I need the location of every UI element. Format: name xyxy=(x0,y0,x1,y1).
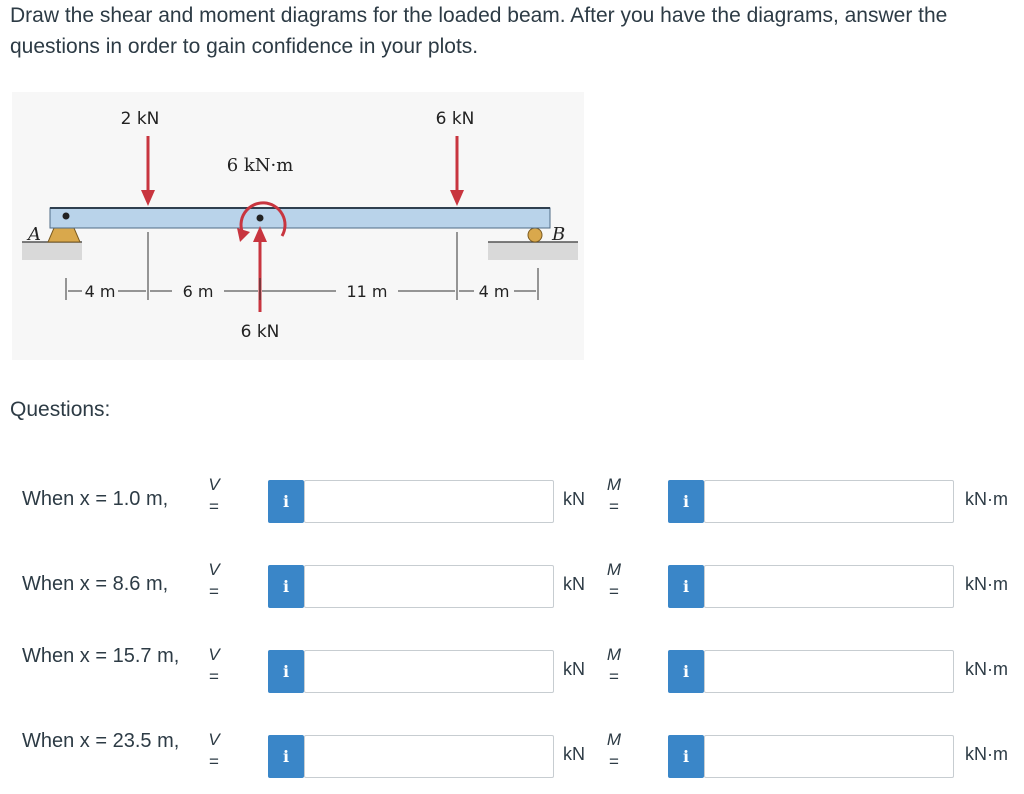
question-label: When x = 8.6 m, xyxy=(22,573,169,595)
question-row: When x = 1.0 m, V = i kN M = i kN·m xyxy=(0,474,1024,534)
support-label-b: B xyxy=(551,224,565,245)
info-button[interactable]: i xyxy=(268,480,304,523)
info-icon: i xyxy=(682,577,690,596)
beam xyxy=(49,207,551,229)
moment-answer-input[interactable] xyxy=(704,480,954,523)
moment-answer-input[interactable] xyxy=(704,650,954,693)
question-label: When x = 1.0 m, xyxy=(22,488,169,510)
beam-figure: 2 kN 6 kN 6 kN·m 6 kN A B 4 m 6 m 11 m 4… xyxy=(12,92,584,360)
info-button[interactable]: i xyxy=(668,565,704,608)
moment-answer-input[interactable] xyxy=(704,565,954,608)
load-label-left: 2 kN xyxy=(121,109,160,129)
shear-unit-label: kN xyxy=(563,574,585,594)
ground-right xyxy=(488,242,578,260)
info-icon: i xyxy=(282,492,290,511)
load-label-right: 6 kN xyxy=(436,109,475,129)
info-button[interactable]: i xyxy=(668,480,704,523)
pin-support-a xyxy=(47,227,81,243)
questions-heading: Questions: xyxy=(10,398,111,421)
couple-label: 6 kN·m xyxy=(227,155,294,176)
support-label-a: A xyxy=(26,224,41,245)
shear-symbol: V = xyxy=(208,730,220,771)
moment-symbol: M = xyxy=(606,475,622,516)
info-icon: i xyxy=(682,747,690,766)
shear-answer-input[interactable] xyxy=(304,565,554,608)
question-row: When x = 15.7 m, V = i kN M = i kN·m xyxy=(0,644,1024,704)
info-button[interactable]: i xyxy=(668,650,704,693)
dimension-label: 6 m xyxy=(183,282,214,301)
problem-instructions: Draw the shear and moment diagrams for t… xyxy=(10,4,948,58)
moment-unit-label: kN·m xyxy=(965,489,1008,509)
shear-unit-label: kN xyxy=(563,489,585,509)
shear-answer-input[interactable] xyxy=(304,735,554,778)
question-label: When x = 15.7 m, xyxy=(22,645,180,667)
moment-unit-label: kN·m xyxy=(965,574,1008,594)
shear-symbol: V = xyxy=(208,560,220,601)
moment-symbol: M = xyxy=(606,560,622,601)
info-icon: i xyxy=(682,492,690,511)
moment-unit-label: kN·m xyxy=(965,659,1008,679)
dimension-label: 11 m xyxy=(346,282,387,301)
info-icon: i xyxy=(282,577,290,596)
info-icon: i xyxy=(282,747,290,766)
shear-unit-label: kN xyxy=(563,744,585,764)
question-row: When x = 8.6 m, V = i kN M = i kN·m xyxy=(0,559,1024,619)
moment-symbol: M = xyxy=(606,645,622,686)
moment-symbol: M = xyxy=(606,730,622,771)
ground-left xyxy=(22,242,82,260)
dimension-label: 4 m xyxy=(479,282,510,301)
roller-support-b xyxy=(527,227,543,243)
shear-unit-label: kN xyxy=(563,659,585,679)
info-icon: i xyxy=(682,662,690,681)
info-button[interactable]: i xyxy=(268,565,304,608)
info-button[interactable]: i xyxy=(268,735,304,778)
couple-arc xyxy=(239,201,287,237)
moment-answer-input[interactable] xyxy=(704,735,954,778)
info-button[interactable]: i xyxy=(268,650,304,693)
shear-answer-input[interactable] xyxy=(304,650,554,693)
moment-unit-label: kN·m xyxy=(965,744,1008,764)
shear-symbol: V = xyxy=(208,645,220,686)
info-button[interactable]: i xyxy=(668,735,704,778)
question-row: When x = 23.5 m, V = i kN M = i kN·m xyxy=(0,729,1024,789)
shear-symbol: V = xyxy=(208,475,220,516)
dimension-label: 4 m xyxy=(85,282,116,301)
question-label: When x = 23.5 m, xyxy=(22,730,180,752)
info-icon: i xyxy=(282,662,290,681)
load-label-up: 6 kN xyxy=(241,322,280,342)
shear-answer-input[interactable] xyxy=(304,480,554,523)
